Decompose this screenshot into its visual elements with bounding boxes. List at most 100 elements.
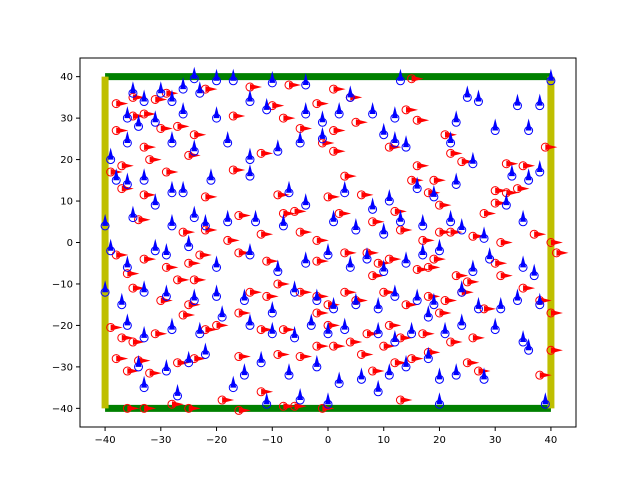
agent-1-150: [284, 363, 294, 380]
agent-0-5: [245, 82, 262, 92]
agent-0-73: [418, 235, 435, 245]
agent-0-44: [139, 190, 157, 200]
agent-1-10: [462, 85, 472, 102]
agent-1-79: [446, 209, 456, 227]
agent-0-93: [384, 254, 402, 264]
agent-0-132: [256, 325, 274, 335]
agent-0-10: [407, 74, 424, 84]
agent-0-83: [139, 254, 157, 264]
x-tick-label: 30: [489, 435, 502, 446]
agent-0-27: [117, 161, 134, 171]
agent-0-169: [217, 395, 235, 405]
agent-1-107: [161, 284, 171, 301]
agent-1-7: [301, 72, 311, 90]
agent-0-168: [184, 403, 201, 413]
agent-1-44: [524, 118, 534, 136]
agent-0-72: [395, 225, 413, 235]
x-tick-label: −40: [95, 435, 116, 446]
agent-1-76: [379, 222, 389, 239]
x-tick-label: 40: [545, 435, 558, 446]
agent-1-168: [434, 392, 444, 409]
agent-0-17: [228, 111, 246, 121]
agent-1-122: [496, 296, 506, 314]
agent-1-24: [390, 106, 400, 123]
agent-0-46: [228, 165, 246, 175]
agent-1-75: [351, 218, 361, 235]
agent-1-128: [195, 321, 205, 339]
agent-1-112: [290, 280, 300, 297]
agent-0-79: [529, 229, 547, 239]
agent-0-47: [273, 190, 290, 200]
agent-0-175: [395, 395, 413, 405]
agent-1-143: [518, 330, 528, 347]
agent-1-106: [139, 280, 149, 297]
agent-0-65: [223, 235, 240, 245]
agent-1-83: [518, 209, 528, 227]
agent-0-38: [446, 148, 463, 158]
agent-1-77: [395, 209, 405, 227]
agent-0-50: [323, 192, 340, 202]
agent-1-138: [407, 321, 417, 339]
agent-1-147: [200, 342, 210, 359]
agent-0-16: [189, 130, 207, 140]
agent-0-102: [551, 248, 569, 258]
agent-0-110: [262, 291, 279, 301]
agent-0-151: [273, 349, 290, 359]
agent-1-74: [329, 209, 339, 227]
agent-1-62: [507, 164, 517, 181]
agent-1-52: [245, 164, 255, 181]
agent-1-145: [161, 359, 171, 376]
agent-1-124: [535, 292, 545, 310]
agent-1-11: [546, 68, 556, 86]
agent-1-57: [384, 189, 394, 206]
agent-1-2: [178, 77, 188, 94]
agent-1-151: [312, 354, 322, 372]
agent-0-152: [295, 352, 313, 362]
agent-1-95: [362, 247, 372, 264]
agent-0-71: [368, 217, 385, 227]
agent-1-85: [122, 255, 132, 272]
agent-0-11: [111, 126, 129, 136]
agent-1-66: [128, 205, 138, 223]
agent-0-42: [540, 142, 558, 152]
agent-1-26: [473, 89, 483, 107]
agent-1-169: [540, 392, 550, 409]
agent-1-152: [334, 371, 344, 388]
agent-0-90: [340, 248, 357, 258]
agent-0-49: [290, 206, 307, 216]
agent-1-82: [501, 193, 511, 210]
agent-1-29: [122, 130, 132, 148]
agent-0-29: [145, 155, 162, 165]
agent-0-128: [150, 329, 168, 339]
agent-0-36: [412, 161, 430, 171]
agent-1-37: [295, 130, 305, 148]
agent-0-2: [150, 94, 168, 104]
agent-1-46: [111, 168, 121, 185]
y-tick-label: 10: [60, 197, 73, 208]
agent-0-70: [334, 208, 352, 218]
agent-1-67: [150, 193, 160, 210]
agent-0-88: [262, 256, 279, 266]
agent-0-22: [351, 117, 368, 127]
y-tick-label: −10: [52, 279, 73, 290]
agent-0-172: [278, 401, 296, 411]
agent-0-34: [329, 146, 346, 156]
agent-0-89: [312, 256, 329, 266]
agent-1-159: [479, 367, 489, 384]
agent-1-61: [468, 151, 478, 169]
agent-0-48: [278, 208, 296, 218]
agent-0-99: [496, 271, 513, 281]
agent-1-166: [323, 392, 333, 409]
agent-1-154: [384, 363, 394, 380]
agent-1-49: [167, 180, 177, 198]
agent-1-167: [373, 379, 383, 397]
agent-0-75: [434, 227, 452, 237]
agent-0-125: [106, 322, 123, 332]
agent-0-80: [546, 238, 563, 247]
agent-1-8: [345, 85, 355, 102]
agent-1-89: [212, 255, 222, 272]
agent-1-153: [356, 367, 366, 384]
agent-0-144: [111, 354, 129, 364]
agent-1-5: [228, 68, 238, 86]
agent-0-153: [312, 341, 329, 351]
